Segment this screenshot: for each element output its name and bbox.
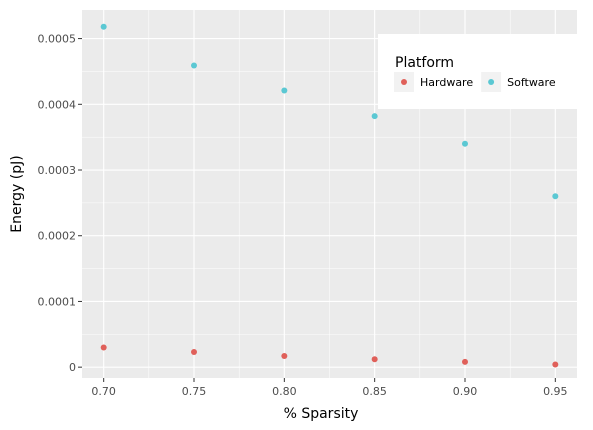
x-axis-title: % Sparsity <box>284 406 359 422</box>
hardware-point <box>371 356 378 363</box>
x-tick-label: 0.80 <box>272 385 297 398</box>
y-axis-title: Energy (pJ) <box>9 155 25 232</box>
major-gridlines <box>82 10 577 378</box>
hardware-point <box>191 349 198 356</box>
y-tick-label: 0.0004 <box>38 98 77 111</box>
legend: Platform Hardware Software <box>378 34 577 109</box>
y-tick-label: 0.0002 <box>38 230 77 243</box>
legend-entries: Hardware Software <box>394 72 556 92</box>
x-tick-label: 0.90 <box>453 385 478 398</box>
y-tick-label: 0 <box>69 361 76 374</box>
x-tick-label: 0.75 <box>182 385 207 398</box>
hardware-point <box>100 344 107 351</box>
software-legend-label: Software <box>507 76 556 89</box>
hardware-legend-label: Hardware <box>420 76 473 89</box>
y-tick-label: 0.0003 <box>38 164 77 177</box>
hardware-point <box>281 352 288 359</box>
x-tick-label: 0.70 <box>91 385 116 398</box>
legend-background <box>378 34 577 109</box>
software-point <box>281 87 288 94</box>
x-tick-label: 0.95 <box>543 385 568 398</box>
software-point <box>552 193 559 200</box>
software-point <box>371 113 378 120</box>
y-tick-label: 0.0005 <box>38 33 77 46</box>
x-tick-label: 0.85 <box>362 385 387 398</box>
hardware-point <box>552 361 559 368</box>
software-point <box>100 23 107 30</box>
software-point <box>191 62 198 69</box>
software-point <box>461 140 468 147</box>
x-axis-ticks: 0.70 0.75 0.80 0.85 0.90 0.95 <box>91 378 568 398</box>
hardware-legend-marker <box>401 79 407 85</box>
legend-title: Platform <box>395 55 454 71</box>
y-tick-label: 0.0001 <box>38 295 77 308</box>
hardware-point <box>461 358 468 365</box>
y-axis-ticks: 0 0.0001 0.0002 0.0003 0.0004 0.0005 <box>38 33 82 374</box>
software-legend-marker <box>488 79 495 85</box>
data-points <box>100 23 559 368</box>
